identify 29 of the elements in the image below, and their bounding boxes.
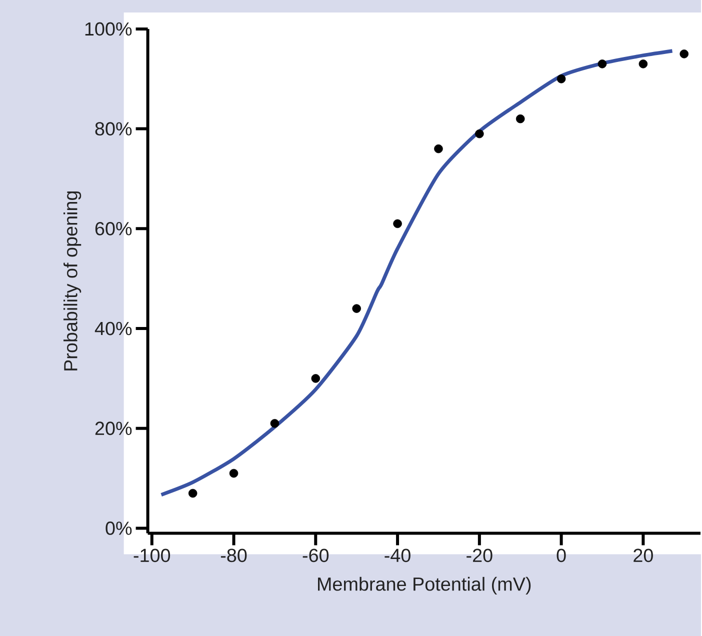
point xyxy=(556,74,566,84)
x-tick-label: 0 xyxy=(556,548,566,562)
y-axis-title: Probability of opening xyxy=(63,191,82,370)
point xyxy=(352,304,361,313)
point xyxy=(475,129,484,138)
y-tick-label: 100% xyxy=(85,22,132,36)
x-tick-label: 20 xyxy=(634,548,653,562)
point xyxy=(311,374,320,383)
x-tick-label: -100 xyxy=(134,548,170,562)
point xyxy=(434,144,443,154)
line-series xyxy=(160,49,674,497)
x-tick-label: -80 xyxy=(220,548,247,562)
x-tick-label: -40 xyxy=(384,548,410,562)
x-axis-title: Membrane Potential (mV) xyxy=(318,576,531,595)
point xyxy=(680,49,689,58)
y-tick-label: 80% xyxy=(95,122,132,136)
point xyxy=(638,59,648,68)
y-tick-label: 0% xyxy=(106,522,132,535)
point xyxy=(598,59,607,68)
x-tick-label: -20 xyxy=(466,548,492,562)
x-tick-label: -60 xyxy=(302,548,329,562)
y-tick-label: 20% xyxy=(95,422,132,436)
point xyxy=(270,418,280,428)
point xyxy=(229,468,238,478)
y-tick-label: 60% xyxy=(95,222,132,236)
point xyxy=(188,488,198,498)
point xyxy=(393,219,402,228)
point xyxy=(516,114,525,124)
y-tick-label: 40% xyxy=(94,322,132,336)
